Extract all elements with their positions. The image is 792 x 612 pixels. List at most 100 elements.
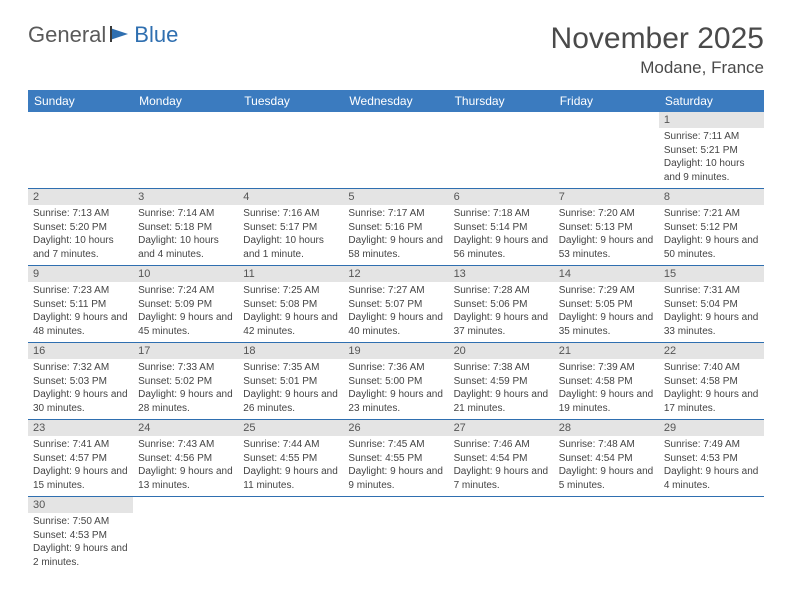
day-header: Sunday xyxy=(28,90,133,112)
daylight-text: Daylight: 9 hours and 58 minutes. xyxy=(348,234,443,261)
day-details: Sunrise: 7:24 AMSunset: 5:09 PMDaylight:… xyxy=(133,282,238,342)
calendar-cell: 22Sunrise: 7:40 AMSunset: 4:58 PMDayligh… xyxy=(659,343,764,420)
daylight-text: Daylight: 10 hours and 1 minute. xyxy=(243,234,338,261)
day-details: Sunrise: 7:20 AMSunset: 5:13 PMDaylight:… xyxy=(554,205,659,265)
sunrise-text: Sunrise: 7:44 AM xyxy=(243,438,338,452)
calendar-cell: 6Sunrise: 7:18 AMSunset: 5:14 PMDaylight… xyxy=(449,189,554,266)
sunrise-text: Sunrise: 7:43 AM xyxy=(138,438,233,452)
day-number: 4 xyxy=(238,189,343,205)
calendar-cell: 24Sunrise: 7:43 AMSunset: 4:56 PMDayligh… xyxy=(133,420,238,497)
calendar-cell xyxy=(554,497,659,574)
day-details: Sunrise: 7:27 AMSunset: 5:07 PMDaylight:… xyxy=(343,282,448,342)
day-details: Sunrise: 7:49 AMSunset: 4:53 PMDaylight:… xyxy=(659,436,764,496)
day-number: 21 xyxy=(554,343,659,359)
sunrise-text: Sunrise: 7:20 AM xyxy=(559,207,654,221)
day-number: 6 xyxy=(449,189,554,205)
day-details: Sunrise: 7:32 AMSunset: 5:03 PMDaylight:… xyxy=(28,359,133,419)
sunset-text: Sunset: 4:58 PM xyxy=(664,375,759,389)
day-number: 25 xyxy=(238,420,343,436)
daylight-text: Daylight: 9 hours and 19 minutes. xyxy=(559,388,654,415)
sunrise-text: Sunrise: 7:40 AM xyxy=(664,361,759,375)
sunset-text: Sunset: 5:01 PM xyxy=(243,375,338,389)
page-title: November 2025 xyxy=(551,22,764,56)
calendar-cell: 30Sunrise: 7:50 AMSunset: 4:53 PMDayligh… xyxy=(28,497,133,574)
calendar-cell xyxy=(133,112,238,189)
daylight-text: Daylight: 9 hours and 53 minutes. xyxy=(559,234,654,261)
calendar-cell: 19Sunrise: 7:36 AMSunset: 5:00 PMDayligh… xyxy=(343,343,448,420)
day-details: Sunrise: 7:14 AMSunset: 5:18 PMDaylight:… xyxy=(133,205,238,265)
sunset-text: Sunset: 4:55 PM xyxy=(243,452,338,466)
sunrise-text: Sunrise: 7:32 AM xyxy=(33,361,128,375)
calendar-cell: 14Sunrise: 7:29 AMSunset: 5:05 PMDayligh… xyxy=(554,266,659,343)
calendar-cell: 18Sunrise: 7:35 AMSunset: 5:01 PMDayligh… xyxy=(238,343,343,420)
sunset-text: Sunset: 5:13 PM xyxy=(559,221,654,235)
daylight-text: Daylight: 9 hours and 5 minutes. xyxy=(559,465,654,492)
sunset-text: Sunset: 5:00 PM xyxy=(348,375,443,389)
sunrise-text: Sunrise: 7:33 AM xyxy=(138,361,233,375)
sunset-text: Sunset: 5:21 PM xyxy=(664,144,759,158)
daylight-text: Daylight: 9 hours and 4 minutes. xyxy=(664,465,759,492)
sunrise-text: Sunrise: 7:29 AM xyxy=(559,284,654,298)
daylight-text: Daylight: 9 hours and 28 minutes. xyxy=(138,388,233,415)
sunrise-text: Sunrise: 7:50 AM xyxy=(33,515,128,529)
day-details: Sunrise: 7:18 AMSunset: 5:14 PMDaylight:… xyxy=(449,205,554,265)
daylight-text: Daylight: 9 hours and 40 minutes. xyxy=(348,311,443,338)
day-details: Sunrise: 7:38 AMSunset: 4:59 PMDaylight:… xyxy=(449,359,554,419)
calendar-cell xyxy=(238,497,343,574)
day-number: 29 xyxy=(659,420,764,436)
title-block: November 2025 Modane, France xyxy=(551,22,764,78)
daylight-text: Daylight: 9 hours and 7 minutes. xyxy=(454,465,549,492)
sunset-text: Sunset: 5:06 PM xyxy=(454,298,549,312)
day-number: 19 xyxy=(343,343,448,359)
day-number: 28 xyxy=(554,420,659,436)
day-details: Sunrise: 7:29 AMSunset: 5:05 PMDaylight:… xyxy=(554,282,659,342)
day-details: Sunrise: 7:28 AMSunset: 5:06 PMDaylight:… xyxy=(449,282,554,342)
calendar-week-row: 23Sunrise: 7:41 AMSunset: 4:57 PMDayligh… xyxy=(28,420,764,497)
calendar-cell: 1Sunrise: 7:11 AMSunset: 5:21 PMDaylight… xyxy=(659,112,764,189)
sunset-text: Sunset: 5:05 PM xyxy=(559,298,654,312)
daylight-text: Daylight: 10 hours and 4 minutes. xyxy=(138,234,233,261)
day-number: 14 xyxy=(554,266,659,282)
calendar-cell xyxy=(449,112,554,189)
sunrise-text: Sunrise: 7:48 AM xyxy=(559,438,654,452)
calendar-cell xyxy=(449,497,554,574)
calendar-cell: 2Sunrise: 7:13 AMSunset: 5:20 PMDaylight… xyxy=(28,189,133,266)
sunrise-text: Sunrise: 7:16 AM xyxy=(243,207,338,221)
calendar-header-row: SundayMondayTuesdayWednesdayThursdayFrid… xyxy=(28,90,764,112)
day-details: Sunrise: 7:13 AMSunset: 5:20 PMDaylight:… xyxy=(28,205,133,265)
day-details: Sunrise: 7:11 AMSunset: 5:21 PMDaylight:… xyxy=(659,128,764,188)
daylight-text: Daylight: 9 hours and 56 minutes. xyxy=(454,234,549,261)
calendar-week-row: 1Sunrise: 7:11 AMSunset: 5:21 PMDaylight… xyxy=(28,112,764,189)
calendar-cell: 13Sunrise: 7:28 AMSunset: 5:06 PMDayligh… xyxy=(449,266,554,343)
day-header: Thursday xyxy=(449,90,554,112)
calendar-cell: 17Sunrise: 7:33 AMSunset: 5:02 PMDayligh… xyxy=(133,343,238,420)
calendar-cell xyxy=(343,497,448,574)
sunrise-text: Sunrise: 7:13 AM xyxy=(33,207,128,221)
sunset-text: Sunset: 5:20 PM xyxy=(33,221,128,235)
day-header: Friday xyxy=(554,90,659,112)
sunrise-text: Sunrise: 7:46 AM xyxy=(454,438,549,452)
day-number: 30 xyxy=(28,497,133,513)
calendar-cell xyxy=(133,497,238,574)
sunrise-text: Sunrise: 7:18 AM xyxy=(454,207,549,221)
sunset-text: Sunset: 4:57 PM xyxy=(33,452,128,466)
day-number: 12 xyxy=(343,266,448,282)
day-number: 11 xyxy=(238,266,343,282)
calendar-cell: 23Sunrise: 7:41 AMSunset: 4:57 PMDayligh… xyxy=(28,420,133,497)
calendar-cell: 3Sunrise: 7:14 AMSunset: 5:18 PMDaylight… xyxy=(133,189,238,266)
sunrise-text: Sunrise: 7:23 AM xyxy=(33,284,128,298)
calendar-cell xyxy=(554,112,659,189)
sunrise-text: Sunrise: 7:27 AM xyxy=(348,284,443,298)
day-number: 2 xyxy=(28,189,133,205)
sunset-text: Sunset: 4:54 PM xyxy=(454,452,549,466)
day-details: Sunrise: 7:48 AMSunset: 4:54 PMDaylight:… xyxy=(554,436,659,496)
calendar-cell xyxy=(659,497,764,574)
location-text: Modane, France xyxy=(551,58,764,78)
sunrise-text: Sunrise: 7:11 AM xyxy=(664,130,759,144)
calendar-week-row: 16Sunrise: 7:32 AMSunset: 5:03 PMDayligh… xyxy=(28,343,764,420)
day-number: 10 xyxy=(133,266,238,282)
calendar-cell: 12Sunrise: 7:27 AMSunset: 5:07 PMDayligh… xyxy=(343,266,448,343)
day-number: 1 xyxy=(659,112,764,128)
sunset-text: Sunset: 4:56 PM xyxy=(138,452,233,466)
sunset-text: Sunset: 5:03 PM xyxy=(33,375,128,389)
